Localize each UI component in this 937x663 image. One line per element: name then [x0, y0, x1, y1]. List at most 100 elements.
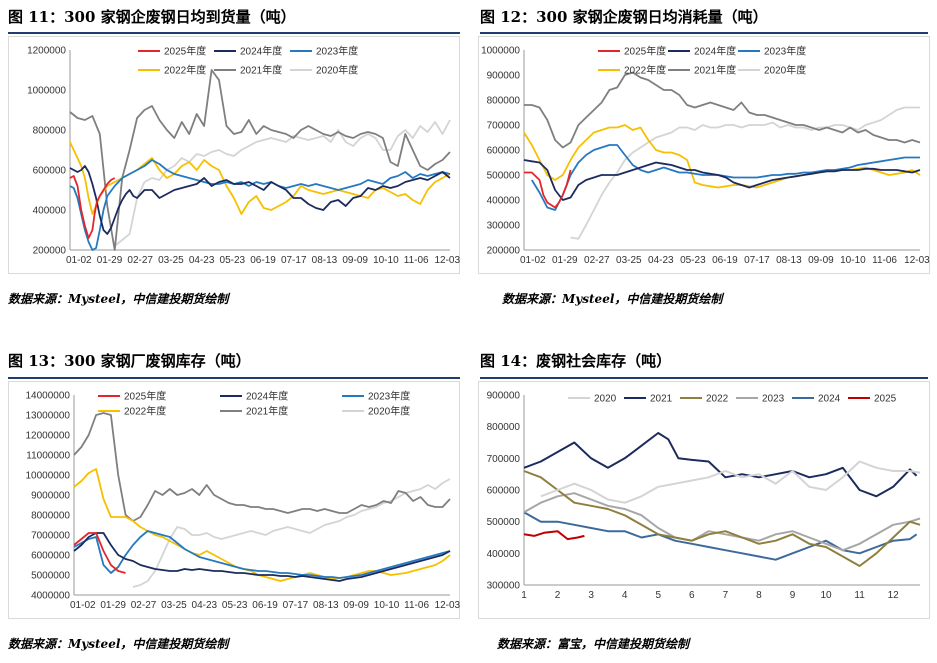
- x-tick-label: 04-23: [192, 600, 218, 611]
- legend-label: 2023年度: [368, 390, 410, 403]
- legend-item: 2023年度: [738, 45, 806, 58]
- x-tick-label: 01-29: [100, 600, 126, 611]
- legend-label: 2022年度: [624, 64, 666, 77]
- y-tick-label: 800000: [487, 422, 521, 433]
- title-rule: [480, 377, 928, 379]
- x-tick-label: 05-23: [222, 600, 248, 611]
- chart-social-inventory: 300000 400000 500000 600000 700000 800000 9000…: [478, 381, 930, 619]
- legend-item: 2023: [736, 394, 785, 405]
- chart-title-mill-inventory: 图 13：300 家钢厂废钢库存（吨）: [8, 352, 251, 370]
- legend-item: 2022年度: [138, 64, 206, 77]
- x-tick-label: 09-09: [342, 255, 368, 266]
- x-tick-label: 5: [655, 590, 661, 601]
- y-tick-label: 600000: [487, 486, 521, 497]
- x-tick-label: 07-17: [283, 600, 309, 611]
- series-line-2023: [523, 492, 921, 552]
- series-line-2021: [524, 71, 921, 149]
- x-tick-label: 11-06: [872, 255, 897, 266]
- chart-arrivals: 200000 400000 600000 800000 1000000 1200000 01…: [8, 36, 460, 274]
- x-tick-label: 10-10: [840, 255, 866, 266]
- x-tick-label: 03-25: [158, 255, 184, 266]
- legend-label: 2023: [762, 394, 785, 405]
- series-line-2023: [73, 530, 451, 579]
- y-tick-label: 14000000: [26, 391, 71, 402]
- series-line-2020: [114, 119, 451, 247]
- x-tick-label: 4: [622, 590, 628, 601]
- x-tick-label: 09-09: [343, 600, 369, 611]
- source-note: 数据来源：Mysteel，中信建投期货绘制: [8, 292, 229, 306]
- series-line-2023: [69, 159, 451, 251]
- legend-item: 2020年度: [342, 405, 410, 418]
- y-tick-label: 8000000: [31, 511, 70, 522]
- chart-title-arrivals: 图 11：300 家钢企废钢日均到货量（吨）: [8, 8, 296, 26]
- legend-label: 2024年度: [246, 390, 288, 403]
- legend-item: 2025年度: [598, 45, 666, 58]
- series-line-2025: [524, 169, 572, 209]
- x-tick-label: 3: [588, 590, 594, 601]
- legend-item: 2022: [680, 394, 729, 405]
- legend-label: 2025: [874, 394, 897, 405]
- x-tick-label: 05-23: [220, 255, 246, 266]
- y-tick-label: 6000000: [31, 551, 70, 562]
- y-tick-label: 900000: [487, 71, 521, 82]
- y-tick-label: 600000: [33, 166, 67, 177]
- series-line-2024: [523, 159, 921, 201]
- y-tick-label: 12000000: [26, 431, 71, 442]
- y-tick-label: 300000: [487, 221, 521, 232]
- x-tick-label: 08-13: [313, 600, 339, 611]
- x-tick-label: 01-29: [97, 255, 123, 266]
- y-tick-label: 300000: [487, 581, 521, 592]
- series-line-2022: [69, 141, 451, 215]
- legend-item: 2024: [792, 394, 841, 405]
- title-rule: [480, 32, 928, 34]
- x-tick-label: 06-19: [252, 600, 278, 611]
- x-tick-label: 01-02: [70, 600, 96, 611]
- y-tick-label: 800000: [487, 96, 521, 107]
- legend-item: 2021年度: [214, 64, 282, 77]
- legend-item: 2021: [624, 394, 673, 405]
- legend-label: 2024年度: [694, 45, 736, 58]
- y-tick-label: 1000000: [27, 86, 66, 97]
- x-tick-label: 7: [723, 590, 729, 601]
- x-tick-label: 02-27: [131, 600, 157, 611]
- legend-label: 2024: [818, 394, 841, 405]
- legend-item: 2021年度: [220, 405, 288, 418]
- y-tick-label: 1000000: [481, 46, 520, 57]
- legend-label: 2021: [650, 394, 673, 405]
- x-tick-label: 11-06: [404, 600, 429, 611]
- chart-frame: [8, 381, 460, 619]
- legend-label: 2022: [706, 394, 729, 405]
- series-line-2020: [540, 460, 921, 504]
- x-tick-label: 2: [555, 590, 561, 601]
- x-tick-label: 04-23: [189, 255, 215, 266]
- x-tick-label: 03-25: [616, 255, 642, 266]
- x-tick-label: 11: [854, 590, 865, 601]
- chart-title-social-inventory: 图 14：废钢社会库存（吨）: [480, 352, 672, 370]
- title-rule: [8, 377, 460, 379]
- x-tick-label: 01-29: [552, 255, 578, 266]
- x-tick-label: 05-23: [680, 255, 706, 266]
- x-tick-label: 10-10: [374, 600, 400, 611]
- title-rule: [8, 32, 460, 34]
- x-tick-label: 10-10: [373, 255, 399, 266]
- legend-label: 2023年度: [316, 45, 358, 58]
- legend-label: 2025年度: [164, 45, 206, 58]
- x-tick-label: 12-03: [904, 255, 930, 266]
- legend-item: 2023年度: [342, 390, 410, 403]
- x-tick-label: 08-13: [776, 255, 802, 266]
- legend-item: 2022年度: [98, 405, 166, 418]
- x-tick-label: 12-03: [434, 255, 460, 266]
- legend-item: 2023年度: [290, 45, 358, 58]
- y-tick-label: 13000000: [26, 411, 71, 422]
- series-line-2021: [73, 412, 451, 522]
- legend-label: 2023年度: [764, 45, 806, 58]
- series-line-2020: [132, 478, 451, 588]
- legend-label: 2020年度: [316, 64, 358, 77]
- x-tick-label: 12: [888, 590, 900, 601]
- y-tick-label: 400000: [33, 206, 67, 217]
- x-tick-label: 09-09: [808, 255, 834, 266]
- y-tick-label: 700000: [487, 454, 521, 465]
- y-tick-label: 11000000: [26, 451, 70, 462]
- x-tick-label: 11-06: [404, 255, 429, 266]
- chart-consumption: 200000 300000 400000 500000 600000 700000 8000…: [478, 36, 930, 274]
